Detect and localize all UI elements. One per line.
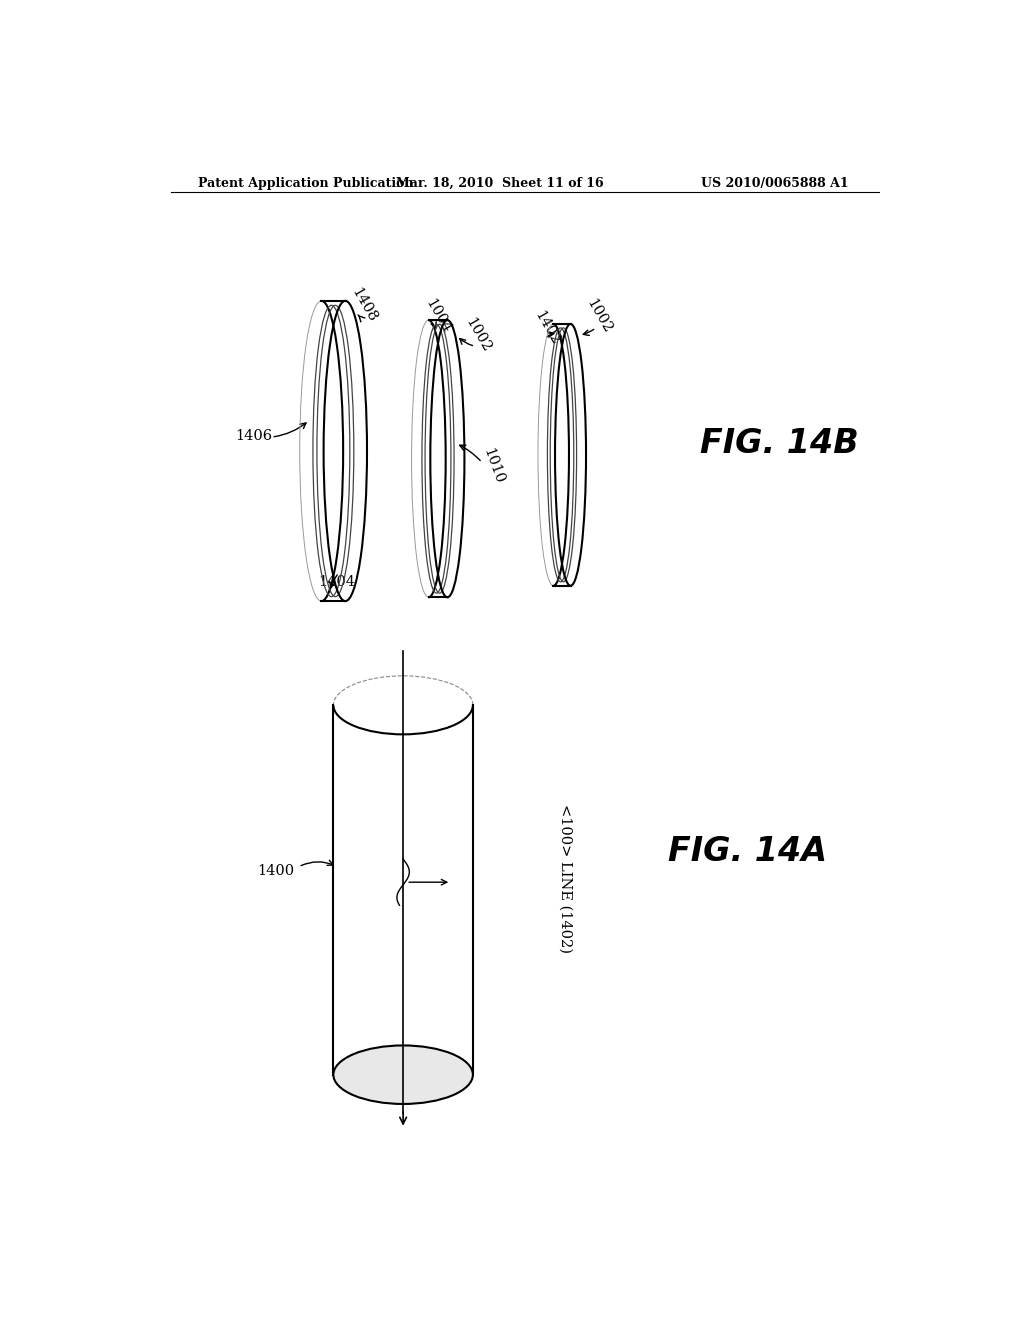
Text: 1402: 1402 xyxy=(531,309,562,347)
Polygon shape xyxy=(334,705,473,1074)
Text: 1406: 1406 xyxy=(234,429,272,442)
Text: Mar. 18, 2010  Sheet 11 of 16: Mar. 18, 2010 Sheet 11 of 16 xyxy=(396,177,604,190)
Text: 1004: 1004 xyxy=(423,297,454,335)
Text: 1002: 1002 xyxy=(584,297,614,335)
Text: 1408: 1408 xyxy=(349,285,380,325)
Text: FIG. 14A: FIG. 14A xyxy=(669,836,827,869)
Text: FIG. 14B: FIG. 14B xyxy=(699,426,858,459)
Text: <100> LINE (1402): <100> LINE (1402) xyxy=(558,804,572,953)
Text: US 2010/0065888 A1: US 2010/0065888 A1 xyxy=(701,177,849,190)
Text: 1404: 1404 xyxy=(318,576,355,589)
Ellipse shape xyxy=(334,1045,473,1104)
Text: 1010: 1010 xyxy=(480,446,507,486)
Text: 1400: 1400 xyxy=(257,863,295,878)
Polygon shape xyxy=(429,321,465,598)
Polygon shape xyxy=(554,323,586,586)
Polygon shape xyxy=(322,301,367,601)
Text: 1002: 1002 xyxy=(463,315,494,355)
Text: Patent Application Publication: Patent Application Publication xyxy=(198,177,414,190)
